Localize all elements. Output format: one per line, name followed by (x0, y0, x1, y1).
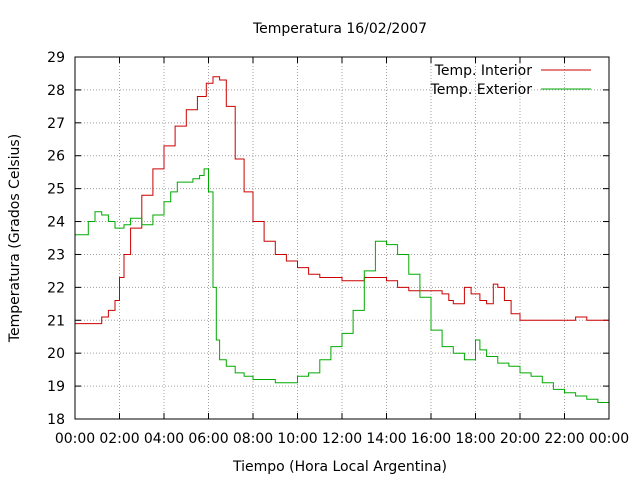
y-tick-label: 23 (47, 247, 65, 263)
y-tick-label: 26 (47, 149, 65, 165)
x-tick-label: 08:00 (233, 431, 273, 447)
y-tick-label: 28 (47, 83, 65, 99)
x-tick-label: 12:00 (322, 431, 362, 447)
y-tick-label: 19 (47, 379, 65, 395)
x-tick-label: 18:00 (455, 431, 495, 447)
y-tick-label: 25 (47, 182, 65, 198)
x-tick-label: 10:00 (277, 431, 317, 447)
y-tick-label: 21 (47, 313, 65, 329)
x-tick-label: 22:00 (544, 431, 584, 447)
x-tick-label: 00:00 (55, 431, 95, 447)
legend-label: Temp. Exterior (430, 82, 533, 98)
y-tick-label: 24 (47, 215, 65, 231)
y-tick-label: 29 (47, 50, 65, 66)
plot-frame (74, 56, 610, 420)
y-axis-label: Temperatura (Grados Celsius) (7, 134, 23, 343)
x-tick-label: 16:00 (411, 431, 451, 447)
x-tick-label: 02:00 (99, 431, 139, 447)
x-tick-label: 04:00 (144, 431, 184, 447)
x-tick-label: 20:00 (500, 431, 540, 447)
x-axis-label: Tiempo (Hora Local Argentina) (232, 459, 447, 475)
grid (75, 57, 609, 419)
y-tick-label: 27 (47, 116, 65, 132)
x-tick-label: 00:00 (589, 431, 629, 447)
y-tick-label: 18 (47, 412, 65, 428)
series-line-interior (75, 76, 609, 325)
series-line-exterior (75, 168, 610, 406)
x-tick-label: 06:00 (188, 431, 228, 447)
x-tick-label: 14:00 (366, 431, 406, 447)
legend: Temp. Interior Temp. Exterior (430, 63, 591, 98)
legend-label: Temp. Interior (434, 63, 533, 79)
chart-title: Temperatura 16/02/2007 (252, 21, 427, 37)
y-tick-label: 20 (47, 346, 65, 362)
series-layer (75, 76, 610, 406)
axis-ticks: 00:00 02:00 04:00 06:00 08:00 10:00 12:00 14:00… (47, 50, 629, 447)
y-tick-label: 22 (47, 280, 65, 296)
